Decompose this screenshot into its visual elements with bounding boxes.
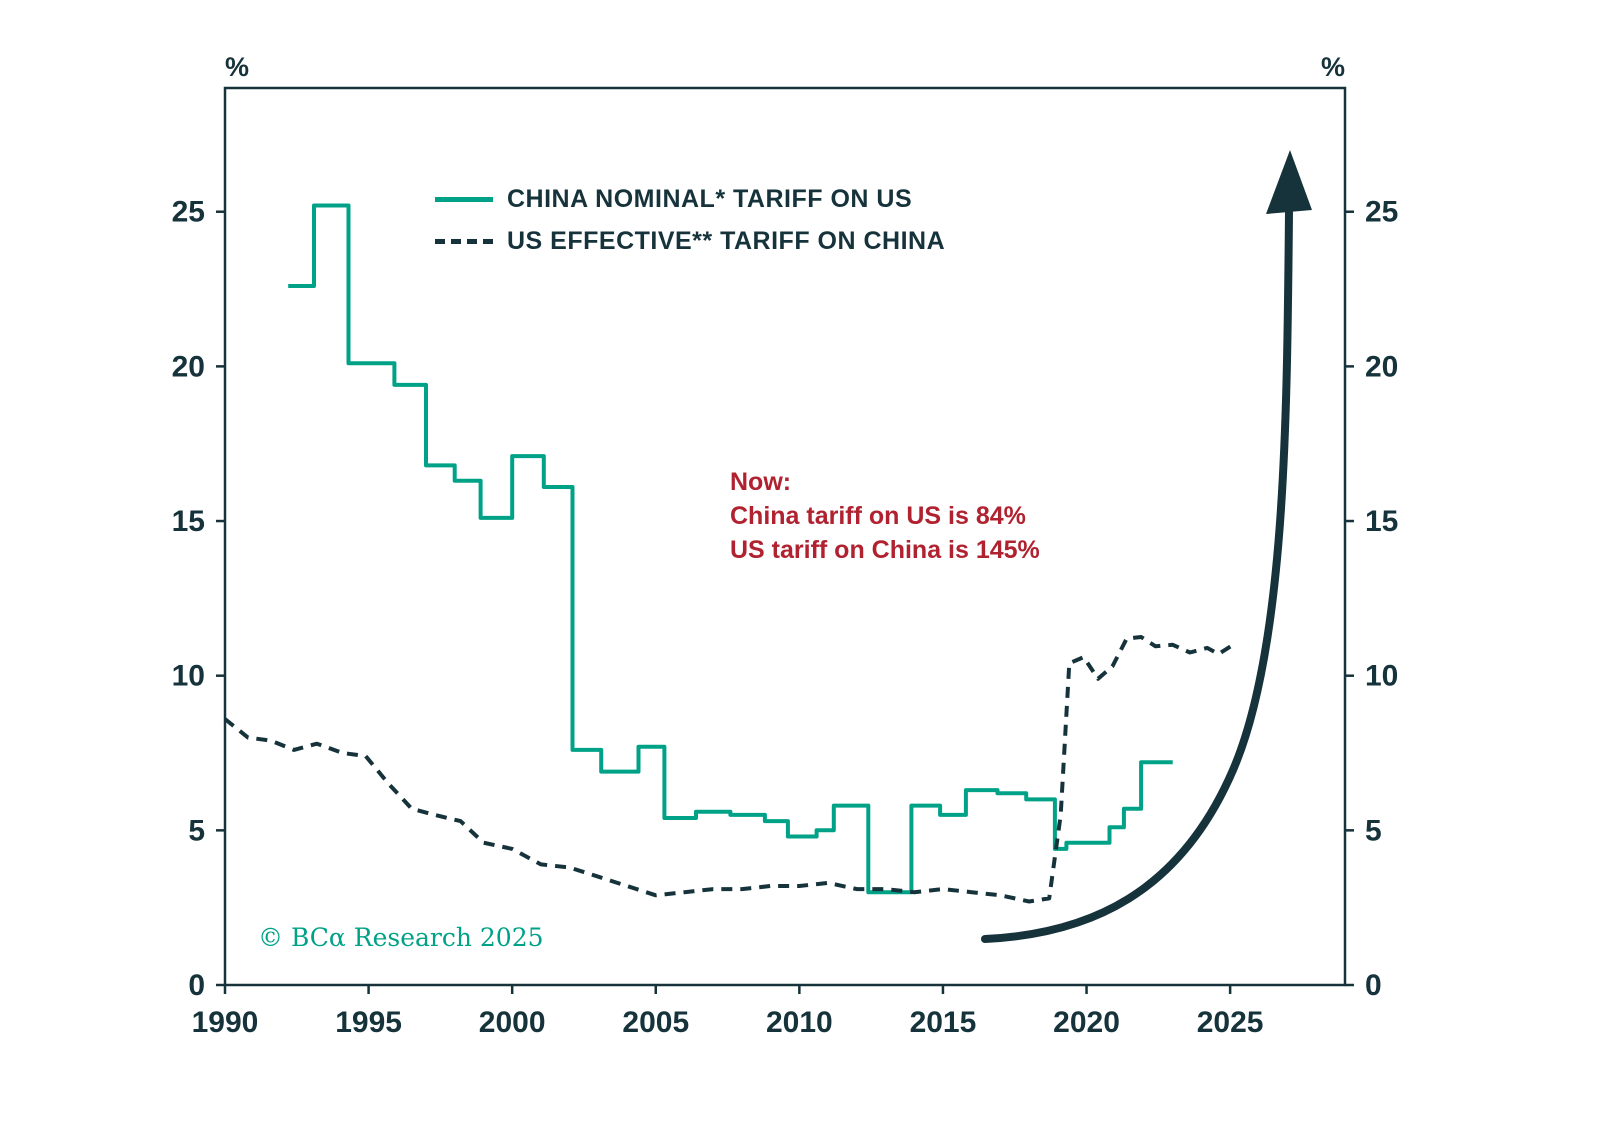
x-axis-label: 2000 — [479, 1006, 546, 1039]
us-tariff-line — [223, 635, 1235, 904]
copyright-notice: © BCα Research 2025 — [258, 923, 544, 952]
x-axis-label: 2025 — [1197, 1006, 1264, 1039]
x-axis-label: 2015 — [910, 1006, 977, 1039]
legend-label-china: CHINA NOMINAL* TARIFF ON US — [507, 184, 913, 213]
legend-item-china: CHINA NOMINAL* TARIFF ON US — [435, 184, 945, 214]
y-axis-label-right: 20 — [1365, 350, 1398, 383]
annotation-us-value: US tariff on China is 145% — [730, 535, 1040, 564]
y-axis-label-right: 5 — [1365, 814, 1382, 847]
y-axis-label-right: 25 — [1365, 196, 1398, 229]
legend-item-us: US EFFECTIVE** TARIFF ON CHINA — [435, 226, 945, 256]
plot-frame — [223, 86, 1347, 987]
x-axis-label: 1995 — [335, 1006, 402, 1039]
arrow-head-icon — [1266, 150, 1312, 214]
right-axis-unit: % — [1321, 52, 1345, 82]
legend: CHINA NOMINAL* TARIFF ON US US EFFECTIVE… — [435, 184, 945, 256]
x-axis-label: 2005 — [622, 1006, 689, 1039]
y-axis-label-left: 5 — [188, 814, 205, 847]
y-axis-label-right: 10 — [1365, 660, 1398, 693]
now-annotation: Now: China tariff on US is 84% US tariff… — [730, 466, 1040, 567]
y-axis-label-left: 15 — [172, 505, 205, 538]
x-axis-label: 1990 — [192, 1006, 259, 1039]
annotation-china-value: China tariff on US is 84% — [730, 501, 1026, 530]
up-trend-arrow — [981, 150, 1312, 943]
y-axis-label-left: 0 — [188, 969, 205, 1002]
y-axis-label-right: 0 — [1365, 969, 1382, 1002]
china-line-swatch — [435, 196, 493, 202]
left-axis-unit: % — [225, 52, 249, 82]
arrow-curve — [981, 208, 1293, 943]
x-axis-label: 2010 — [766, 1006, 833, 1039]
y-axis-label-left: 25 — [172, 196, 205, 229]
y-axis-label-left: 10 — [172, 660, 205, 693]
annotation-heading: Now: — [730, 468, 792, 496]
us-line-swatch — [435, 238, 493, 244]
china-tariff-line — [288, 203, 1173, 895]
x-axis-label: 2020 — [1053, 1006, 1120, 1039]
legend-label-us: US EFFECTIVE** TARIFF ON CHINA — [507, 226, 946, 255]
y-axis-label-left: 20 — [172, 350, 205, 383]
y-axis-label-right: 15 — [1365, 505, 1398, 538]
